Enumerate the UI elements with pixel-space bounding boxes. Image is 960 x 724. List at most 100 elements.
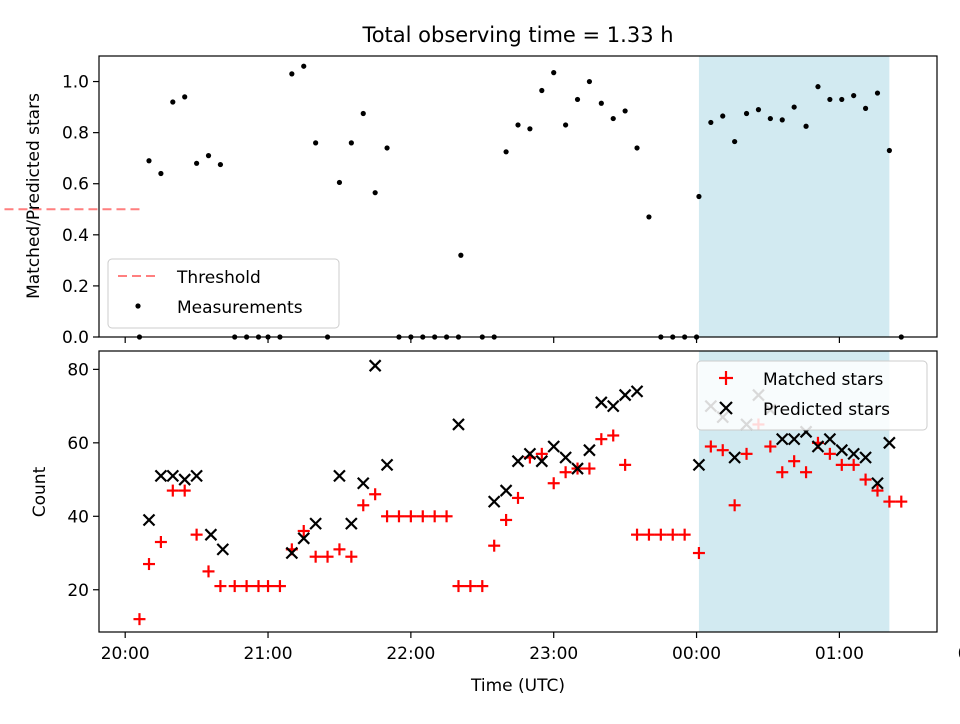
matched-star-point: [488, 539, 501, 552]
matched-star-point: [416, 510, 429, 523]
predicted-star-point: [190, 469, 203, 483]
measurement-point: [194, 160, 200, 166]
matched-star-point: [154, 536, 167, 549]
matched-star-point: [476, 580, 489, 593]
count-x-tick-label: 00:00: [672, 644, 721, 664]
measurement-point: [732, 138, 738, 145]
measurement-point: [646, 214, 652, 220]
matched-star-point: [642, 528, 655, 541]
measurement-point: [313, 140, 319, 146]
predicted-star-point: [216, 543, 230, 556]
predicted-star-point: [356, 476, 370, 490]
matched-star-point: [666, 528, 679, 541]
measurement-point: [158, 170, 164, 177]
measurement-point: [803, 123, 809, 129]
measurement-point: [851, 92, 857, 99]
measurement-point: [503, 149, 509, 155]
measurement-point: [551, 70, 557, 76]
matched-legend-label: Matched stars: [763, 370, 883, 390]
predicted-star-point: [523, 447, 537, 461]
measurement-point: [827, 96, 833, 103]
matched-star-point: [440, 510, 453, 523]
predicted-star-point: [787, 432, 801, 446]
matched-star-point: [262, 580, 275, 593]
matched-star-point: [512, 491, 524, 504]
predicted-star-point: [823, 432, 837, 446]
measurement-point: [610, 115, 616, 122]
matched-legend-swatch: [719, 371, 733, 385]
predicted-star-point: [630, 385, 644, 398]
measurement-point: [539, 87, 545, 94]
measurement-point: [586, 78, 593, 85]
matched-star-point: [776, 466, 789, 479]
count-legend: Matched stars Predicted stars: [696, 360, 928, 431]
ratio-y-tick-label: 1.0: [62, 73, 89, 93]
matched-star-point: [619, 458, 632, 471]
matched-star-point: [704, 440, 717, 453]
matched-star-point: [190, 528, 203, 541]
count-x-tick-label: 01:00: [815, 644, 864, 664]
matched-star-point: [369, 488, 382, 501]
matched-star-point: [716, 444, 729, 457]
count-panel: 20:00 21:00 22:00 23:00 00:00 01:00 02:00 20 40…: [30, 350, 960, 696]
matched-star-point: [214, 580, 227, 593]
matched-star-point: [297, 524, 310, 537]
measurement-point: [720, 113, 726, 119]
observing-window-span: [698, 56, 890, 337]
predicted-star-point: [595, 396, 608, 409]
measurement-point: [170, 99, 176, 105]
count-legend-box: [696, 360, 928, 431]
count-y-tick-label: 40: [67, 507, 89, 527]
matched-star-point: [500, 513, 513, 526]
measurement-point: [146, 158, 152, 164]
ratio-y-tick-label: 0.2: [62, 277, 89, 297]
predicted-legend-label: Predicted stars: [763, 400, 890, 420]
count-x-tick-label: 22:00: [386, 644, 435, 664]
measurement-point: [767, 115, 773, 122]
matched-star-point: [859, 473, 872, 486]
measurement-point: [815, 84, 821, 90]
matched-star-point: [583, 462, 596, 475]
matched-star-point: [240, 580, 253, 593]
matched-star-point: [166, 484, 179, 497]
predicted-star-point: [811, 440, 825, 453]
matched-star-point: [273, 580, 286, 593]
measurement-point: [384, 145, 390, 151]
threshold-legend-label: Threshold: [176, 268, 261, 288]
predicted-star-point: [859, 451, 872, 464]
measurement-point: [874, 90, 881, 96]
figure-title: Total observing time = 1.33 h: [361, 23, 673, 47]
measurement-point: [458, 252, 464, 258]
predicted-legend-swatch: [719, 401, 733, 415]
matched-star-point: [847, 458, 860, 471]
measurement-point: [372, 190, 378, 196]
measurement-point: [574, 96, 581, 103]
measurement-point: [779, 117, 785, 123]
predicted-star-point: [204, 528, 218, 541]
ratio-panel-frame: [98, 55, 938, 338]
predicted-star-point: [380, 458, 394, 472]
ratio-y-tick-label: 0.0: [62, 328, 89, 348]
predicted-star-point: [775, 432, 789, 446]
measurement-point: [839, 96, 845, 103]
matched-star-point: [404, 510, 417, 523]
measurement-point: [217, 161, 224, 168]
matched-star-point: [800, 466, 813, 479]
measurement-point: [696, 193, 702, 200]
predicted-star-point: [835, 443, 849, 457]
ratio-panel: 0.0 0.2 0.4 0.6 0.8 1.0 Matched/Predicted sta…: [0, 55, 938, 348]
measurement-point: [755, 107, 762, 113]
predicted-star-point: [142, 513, 156, 527]
predicted-star-point: [571, 462, 584, 475]
predicted-star-point: [333, 469, 346, 483]
matched-star-point: [631, 528, 644, 541]
predicted-star-point: [883, 436, 896, 450]
measurement-point: [634, 145, 640, 151]
matched-star-point: [678, 528, 691, 541]
matched-star-point: [654, 528, 667, 541]
predicted-star-point: [583, 443, 596, 457]
predicted-star-point: [692, 458, 706, 472]
measurement-point: [708, 119, 714, 126]
predicted-star-point: [535, 454, 549, 468]
matched-star-point: [333, 543, 346, 556]
